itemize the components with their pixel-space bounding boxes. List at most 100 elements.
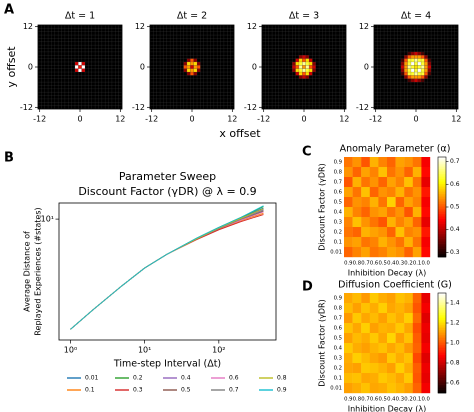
cell xyxy=(410,78,415,83)
cell xyxy=(288,72,293,76)
x-tick-label: 0.7 xyxy=(361,397,369,403)
cell xyxy=(176,58,181,62)
cell xyxy=(421,65,425,69)
cell xyxy=(352,353,362,364)
cell xyxy=(309,78,313,83)
colorbar-segment xyxy=(438,389,446,392)
cell xyxy=(407,75,411,79)
cell xyxy=(315,61,320,66)
colorbar-tick-label: 0.3 xyxy=(450,249,460,256)
cell xyxy=(78,61,82,66)
cell xyxy=(81,65,86,69)
x-tick-label: 0.9 xyxy=(344,261,352,267)
colorbar-segment xyxy=(438,313,446,315)
colorbar-segment xyxy=(438,228,446,231)
colorbar-segment xyxy=(438,328,446,330)
cell xyxy=(292,58,296,62)
colorbar-segment xyxy=(438,304,446,307)
cell xyxy=(68,58,72,62)
x-axis-label: Inhibition Decay (λ) xyxy=(348,269,427,278)
cell xyxy=(427,51,432,56)
cell xyxy=(203,68,208,73)
cell xyxy=(412,187,422,198)
cell xyxy=(400,61,405,66)
cell xyxy=(400,65,405,69)
cell xyxy=(407,58,411,62)
y-tick-label: -12 xyxy=(20,103,33,112)
cell xyxy=(288,78,293,83)
cell xyxy=(410,68,415,73)
cell xyxy=(369,177,379,188)
cell xyxy=(176,68,181,73)
colorbar-segment xyxy=(438,349,446,352)
cell xyxy=(197,72,201,76)
cell xyxy=(344,207,353,218)
cell xyxy=(369,383,379,394)
cell xyxy=(197,68,201,73)
cell xyxy=(71,61,75,66)
cell xyxy=(412,157,422,168)
cell xyxy=(424,72,428,76)
cell xyxy=(417,58,422,62)
cell xyxy=(68,51,72,56)
cell xyxy=(64,68,69,73)
cell xyxy=(193,68,198,73)
cell xyxy=(344,353,353,364)
colorbar-segment xyxy=(438,160,446,163)
legend-label: 0.3 xyxy=(133,387,143,394)
cell xyxy=(369,197,379,208)
cell xyxy=(361,323,370,334)
legend-label: 0.6 xyxy=(229,375,239,382)
cell xyxy=(180,51,184,56)
series-line xyxy=(70,205,264,330)
cell xyxy=(292,65,296,69)
cell xyxy=(298,72,303,76)
cell xyxy=(200,68,204,73)
cell xyxy=(295,61,299,66)
cell xyxy=(417,72,422,76)
cell xyxy=(352,323,362,334)
colorbar-segment xyxy=(438,218,446,221)
cell xyxy=(295,72,299,76)
cell xyxy=(412,363,422,374)
cell xyxy=(309,55,313,59)
cell xyxy=(78,72,82,76)
cell xyxy=(183,61,187,66)
colorbar-segment xyxy=(438,247,446,249)
x-tick-label: -12 xyxy=(257,115,270,124)
colorbar-segment xyxy=(438,361,446,364)
legend-label: 0.8 xyxy=(277,375,287,382)
cell xyxy=(288,58,293,62)
x-tick-label: 0.6 xyxy=(370,397,379,403)
y-axis-label: y offset xyxy=(5,46,18,88)
cell xyxy=(180,61,184,66)
colorbar-tick-label: 0.7 xyxy=(450,158,460,165)
cell xyxy=(404,207,413,218)
cell xyxy=(421,187,431,198)
colorbar-segment xyxy=(438,248,446,251)
cell xyxy=(421,68,425,73)
cell xyxy=(352,197,362,208)
cell xyxy=(85,65,89,69)
cell xyxy=(369,227,379,238)
colorbar-segment xyxy=(438,294,446,297)
cell xyxy=(400,58,405,62)
cell xyxy=(395,237,405,248)
chart-title: Δt = 4 xyxy=(401,11,431,22)
cell xyxy=(68,78,72,83)
cell xyxy=(407,78,411,83)
cell xyxy=(305,55,310,59)
chart-title: Anomaly Parameter (α) xyxy=(340,144,451,155)
colorbar-segment xyxy=(438,311,446,314)
cell xyxy=(412,373,422,384)
x-tick-label: 12 xyxy=(227,115,237,124)
cell xyxy=(421,383,431,394)
y-tick-label: 0.8 xyxy=(334,170,343,176)
cell xyxy=(361,343,370,354)
cell xyxy=(78,65,82,69)
y-tick-label: 12 xyxy=(23,22,33,31)
cell xyxy=(309,58,313,62)
cell xyxy=(404,68,408,73)
colorbar-segment xyxy=(438,215,446,218)
colorbar-segment xyxy=(438,190,446,193)
